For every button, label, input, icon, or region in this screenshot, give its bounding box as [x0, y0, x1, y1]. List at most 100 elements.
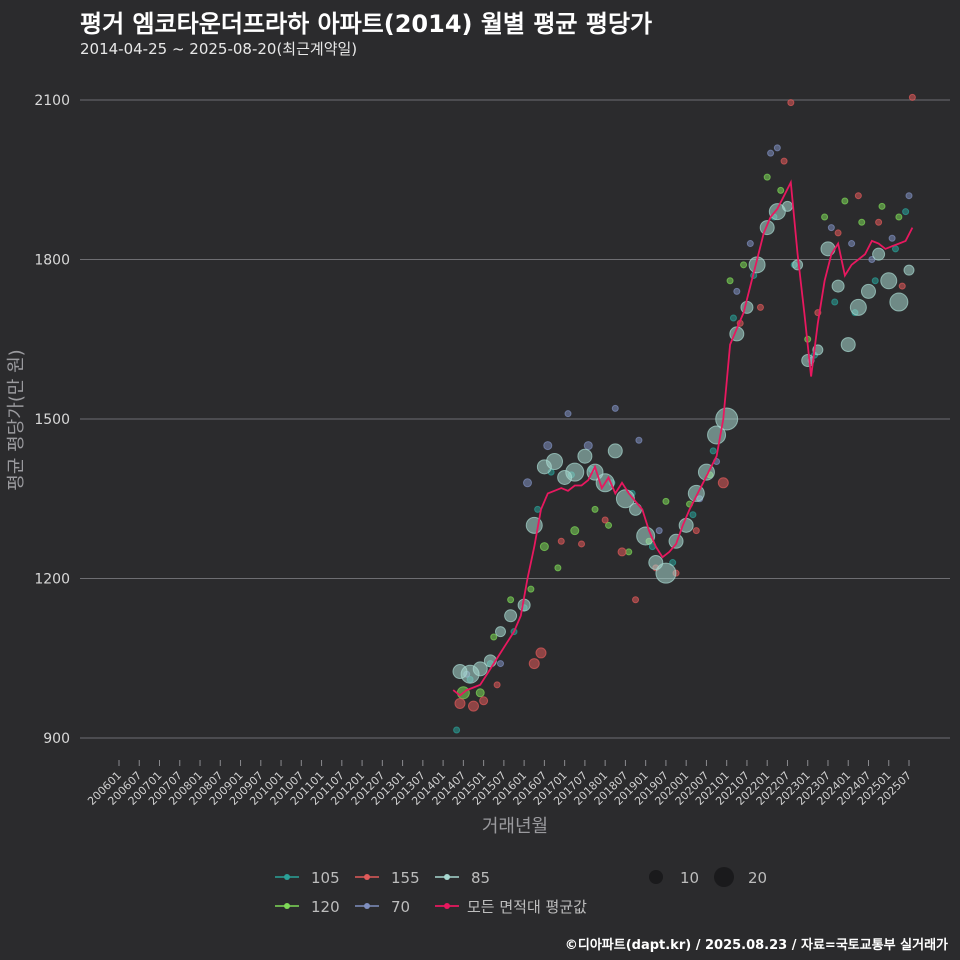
y-axis-title: 평균 평당가(만 원)	[6, 349, 27, 490]
data-point	[740, 261, 748, 269]
mean-line	[452, 179, 914, 697]
data-point	[820, 241, 836, 257]
data-point	[831, 298, 839, 306]
data-point	[607, 443, 623, 459]
data-point	[841, 197, 849, 205]
size-legend-item: 10	[649, 869, 699, 887]
legend-swatch-dot	[364, 903, 370, 909]
data-point	[527, 585, 535, 593]
data-point	[528, 658, 540, 670]
data-point	[740, 300, 754, 314]
data-point	[777, 186, 785, 194]
data-point	[467, 700, 479, 712]
data-point	[655, 562, 677, 584]
data-point	[472, 661, 488, 677]
data-point	[565, 462, 585, 482]
legend-label: 모든 면적대 평균값	[467, 898, 587, 916]
data-point	[635, 436, 643, 444]
size-legend-label: 20	[748, 869, 767, 887]
data-point	[617, 547, 627, 557]
data-point	[605, 521, 613, 529]
legend-label: 105	[311, 869, 340, 887]
data-point	[692, 527, 700, 535]
data-point	[903, 264, 915, 276]
data-point	[827, 224, 835, 232]
data-point	[902, 208, 910, 216]
chart-title: 평거 엠코타운더프라하 아파트(2014) 월별 평균 평당가	[80, 10, 653, 38]
data-point	[715, 407, 739, 431]
data-point	[475, 688, 485, 698]
data-point	[854, 192, 862, 200]
data-point	[546, 453, 564, 471]
y-tick-label: 1800	[34, 253, 70, 269]
data-point	[763, 173, 771, 181]
series-120	[456, 173, 903, 700]
data-point	[821, 213, 829, 221]
data-point	[726, 277, 734, 285]
data-point	[767, 149, 775, 157]
data-point	[493, 681, 501, 689]
data-point	[662, 497, 670, 505]
data-point	[898, 282, 906, 290]
data-point	[858, 218, 866, 226]
data-point	[849, 298, 867, 316]
data-point	[781, 200, 793, 212]
series-155	[454, 93, 916, 712]
footer-credit: ©디아파트(dapt.kr) / 2025.08.23 / 자료=국토교통부 실…	[564, 938, 948, 953]
data-point	[834, 229, 842, 237]
data-point	[756, 303, 764, 311]
data-point	[490, 633, 498, 641]
size-legend-label: 10	[680, 869, 699, 887]
data-point	[889, 292, 909, 312]
data-point	[848, 240, 856, 248]
data-point	[787, 99, 795, 107]
size-legend-dot	[649, 870, 663, 884]
data-point	[891, 245, 899, 253]
data-point	[717, 477, 729, 489]
legend-swatch-dot	[284, 903, 290, 909]
data-point	[494, 626, 506, 638]
legend-item-105: 105	[275, 869, 340, 887]
data-point	[454, 697, 466, 709]
data-point	[496, 660, 504, 668]
data-point	[504, 609, 518, 623]
data-point	[625, 548, 633, 556]
legend-swatch-dot	[444, 874, 450, 880]
data-point	[479, 696, 489, 706]
data-point	[523, 478, 533, 488]
data-point	[780, 157, 788, 165]
data-point	[908, 93, 916, 101]
data-point	[539, 542, 549, 552]
data-point	[687, 484, 705, 502]
x-axis-title: 거래년월	[482, 816, 548, 837]
data-point	[570, 526, 580, 536]
chart-subtitle: 2014-04-25 ~ 2025-08-20(최근계약일)	[80, 40, 358, 58]
legend-label: 120	[311, 898, 340, 916]
data-point	[872, 247, 886, 261]
legend-item-120: 120	[275, 898, 340, 916]
y-tick-label: 1200	[34, 572, 70, 588]
data-point	[564, 410, 572, 418]
y-tick-label: 900	[43, 731, 70, 747]
legend-swatch-dot	[364, 874, 370, 880]
legend-item-155: 155	[355, 869, 420, 887]
y-tick-label: 1500	[34, 412, 70, 428]
data-point	[729, 314, 737, 322]
data-point	[746, 240, 754, 248]
legend-item-85: 85	[435, 869, 490, 887]
data-point	[632, 596, 640, 604]
data-point	[554, 564, 562, 572]
y-tick-label: 2100	[34, 93, 70, 109]
data-point	[557, 537, 565, 545]
data-point	[905, 192, 913, 200]
data-point	[709, 447, 717, 455]
data-point	[535, 647, 547, 659]
legend-label: 85	[471, 869, 490, 887]
data-point	[831, 279, 845, 293]
data-point	[601, 516, 609, 524]
data-point	[611, 404, 619, 412]
data-point	[880, 272, 898, 290]
size-legend-dot	[714, 867, 734, 887]
data-point	[875, 218, 883, 226]
